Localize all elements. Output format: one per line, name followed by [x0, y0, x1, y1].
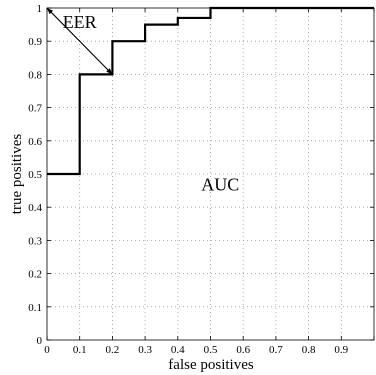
x-axis-label: false positives [168, 357, 254, 373]
x-tick-label: 0.6 [236, 344, 250, 356]
y-tick-label: 0.2 [28, 269, 42, 281]
y-tick-label: 0.4 [28, 202, 42, 214]
y-tick-label: 0.1 [28, 302, 42, 314]
eer-arrow [46, 7, 113, 75]
y-tick-labels: 0 0.1 0.2 0.3 0.4 0.5 0.6 0.7 0.8 0.9 1 [28, 3, 42, 347]
x-tick-label: 0.8 [302, 344, 316, 356]
y-axis-label: true positives [9, 134, 25, 215]
y-tick-label: 0.3 [28, 235, 42, 247]
y-tick-label: 0.8 [28, 69, 42, 81]
y-tick-label: 0.6 [28, 136, 42, 148]
annotation-eer: EER [63, 12, 97, 32]
x-tick-label: 0.7 [269, 344, 283, 356]
series-layer [47, 6, 374, 176]
x-tick-label: 0.1 [73, 344, 87, 356]
grid [47, 8, 374, 340]
x-tick-labels: 0 0.1 0.2 0.3 0.4 0.5 0.6 0.7 0.8 0.9 [44, 344, 348, 356]
x-tick-label: 0 [44, 344, 50, 356]
y-tick-label: 0.9 [28, 36, 42, 48]
x-tick-label: 0.9 [334, 344, 348, 356]
y-tick-label: 0.5 [28, 169, 42, 181]
arrow-layer [46, 7, 113, 75]
x-tick-label: 0.4 [171, 344, 185, 356]
y-tick-label: 1 [37, 3, 43, 15]
roc-curve [47, 6, 374, 176]
annotation-auc: AUC [201, 175, 239, 195]
x-tick-label: 0.3 [138, 344, 152, 356]
x-tick-label: 0.2 [106, 344, 120, 356]
y-tick-label: 0.7 [28, 103, 42, 115]
annotation-layer: EER AUC [63, 12, 240, 195]
x-tick-label: 0.5 [204, 344, 218, 356]
y-tick-label: 0 [37, 335, 43, 347]
